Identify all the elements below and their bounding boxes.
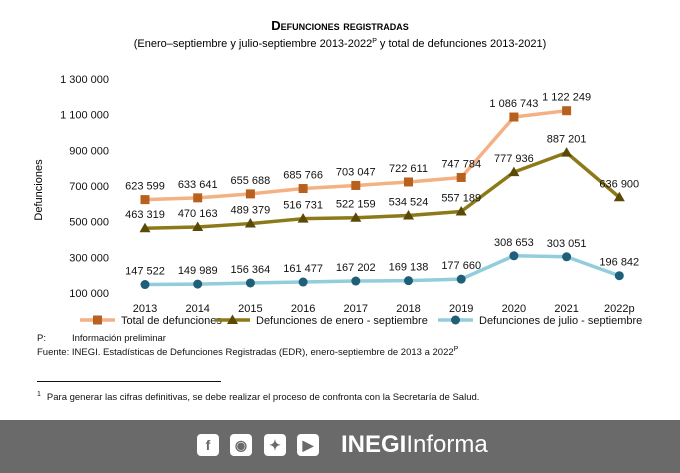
data-label: 703 047 [336,166,376,178]
legend-marker [93,315,102,325]
chart: Defunciones registradas (Enero–septiembr… [33,18,642,327]
y-tick-label: 1 100 000 [60,110,109,122]
x-tick-label: 2013 [133,303,157,315]
data-point [404,177,413,187]
data-label: 636 900 [599,178,639,190]
data-point [562,106,572,116]
data-point [456,172,466,182]
data-point [139,222,151,233]
x-tick-label: 2018 [396,303,420,315]
data-point [140,280,150,290]
data-point [193,193,203,203]
data-point [562,252,572,262]
x-tick-label: 2022p [604,303,635,315]
facebook-icon[interactable]: f [197,434,219,456]
data-point [297,213,309,223]
data-point [456,274,466,284]
chart-subtitle: (Enero–septiembre y julio-septiembre 201… [134,38,547,50]
data-label: 463 319 [125,209,165,221]
data-point [140,195,150,205]
data-label: 149 989 [178,265,218,277]
data-point [350,212,362,222]
data-label: 489 379 [231,205,271,217]
series-line [144,254,620,287]
data-label: 516 731 [283,200,323,212]
y-tick-label: 500 000 [69,217,109,229]
y-tick-label: 900 000 [69,145,109,157]
data-point [614,271,624,281]
inegi-informa-logo: INEGIInforma [341,431,488,458]
data-label: 308 653 [494,237,534,249]
series-line [144,150,621,230]
footer-bar: f ◉ ✦ ▶ INEGIInforma [0,420,680,473]
x-tick-label: 2017 [344,303,368,315]
data-point [245,278,255,288]
data-label: 470 163 [178,208,218,220]
chart-title: Defunciones registradas [271,18,409,33]
data-point [192,221,204,231]
data-point [244,218,256,228]
x-tick-label: 2014 [185,303,209,315]
data-label: 623 599 [125,181,165,193]
data-label: 557 189 [441,192,481,204]
x-tick-label: 2019 [449,303,473,315]
data-point [508,166,520,177]
data-point [298,277,308,287]
data-label: 167 202 [336,262,376,274]
data-point [509,112,519,122]
data-label: 887 201 [547,134,587,146]
legend-label: Defunciones de julio - septiembre [479,315,642,327]
footnote: 1 Para generar las cifras definitivas, se… [37,391,480,404]
preliminary-note: P: Información preliminar [37,333,166,344]
data-label: 169 138 [389,262,429,274]
data-point [193,279,203,289]
data-point [455,205,467,216]
data-label: 303 051 [547,238,587,250]
data-label: 196 842 [599,257,639,269]
y-axis-label: Defunciones [33,159,45,221]
data-label: 1 122 249 [542,92,591,104]
y-tick-label: 1 300 000 [60,74,109,86]
data-point [298,184,308,194]
data-label: 777 936 [494,153,534,165]
data-label: 177 660 [441,260,481,272]
data-point [351,180,361,190]
data-point [351,276,361,286]
data-point [561,147,573,157]
data-point [404,276,413,286]
data-label: 655 688 [231,175,271,187]
legend-marker [227,314,238,324]
legend-marker [451,315,460,325]
data-label: 722 611 [389,163,428,175]
youtube-icon[interactable]: ▶ [297,434,319,456]
y-tick-label: 100 000 [69,288,109,300]
x-tick-label: 2016 [291,303,315,315]
source-note: Fuente: INEGI. Estadísticas de Defuncion… [37,346,459,359]
x-tick-label: 2021 [554,303,578,315]
legend-label: Total de defunciones [121,315,222,327]
y-tick-label: 700 000 [69,181,109,193]
y-tick-label: 300 000 [69,252,109,264]
data-label: 522 159 [336,199,376,211]
data-point [613,191,625,202]
data-point [509,251,519,261]
data-point [403,210,414,220]
data-label: 1 086 743 [489,98,538,110]
footnote-divider [37,381,221,382]
instagram-icon[interactable]: ◉ [230,434,252,456]
data-point [245,189,255,199]
legend-label: Defunciones de enero - septiembre [256,315,428,327]
data-label: 147 522 [125,266,165,278]
data-label: 156 364 [231,264,271,276]
data-label: 685 766 [283,170,323,182]
data-label: 161 477 [283,263,323,275]
x-tick-label: 2020 [502,303,526,315]
data-label: 633 641 [178,179,218,191]
x-tick-label: 2015 [238,303,262,315]
data-label: 534 524 [389,197,429,209]
data-label: 747 784 [441,158,481,170]
twitter-icon[interactable]: ✦ [264,434,286,456]
